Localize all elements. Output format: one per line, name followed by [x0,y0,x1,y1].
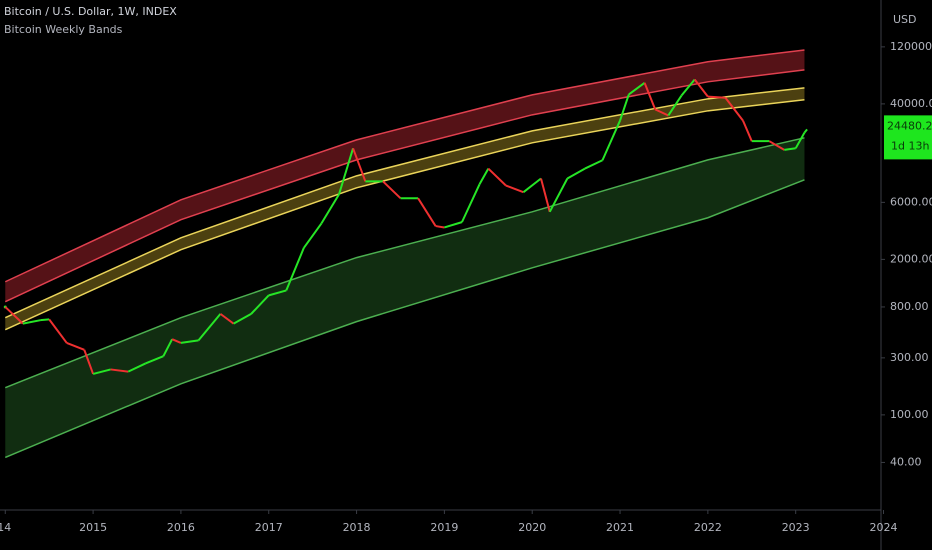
price-segment [92,368,111,375]
price-segment [162,338,174,357]
price-segment [110,368,129,373]
currency-label: USD [893,13,917,26]
x-tick-label: 2019 [430,521,458,534]
price-segment [505,184,524,194]
x-tick-label: 2023 [782,521,810,534]
price-segment [382,180,402,199]
price-segment [22,319,41,325]
price-segment [487,167,507,187]
band-fill [5,137,805,458]
band-lower-line [4,99,805,331]
price-segment [171,338,182,344]
symbol-title: Bitcoin / U.S. Dollar, 1W, INDEX [4,5,177,18]
price-segment [444,221,463,229]
x-tick-label: 14 [0,521,11,534]
x-tick-label: 2016 [167,521,195,534]
price-segment [180,339,199,344]
price-segment [48,318,68,344]
price-segment [628,82,646,96]
y-tick-label: 40.00 [890,455,922,468]
price-segment [435,225,445,229]
axes: 120000.00 40000.00 6000.00 2000.00 800.00 300… [0,40,932,534]
price-segment [680,78,696,97]
price-segment [66,341,85,351]
x-tick-label: 2017 [255,521,283,534]
band-upper-line [4,49,805,283]
price-segment [548,178,569,213]
y-tick-label: 100.00 [890,408,929,421]
price-segment [566,167,586,180]
y-tick-label: 40000.00 [890,97,932,110]
price-segment [540,178,551,213]
plot-area [3,49,808,459]
last-price-label: 24480.21 [887,119,932,132]
price-segment [601,120,621,161]
y-tick-label: 2000.00 [890,252,932,265]
y-tick-label: 6000.00 [890,195,932,208]
price-segment [233,313,252,325]
price-segment [219,313,235,325]
price-segment [584,159,603,170]
price-segment [794,132,806,149]
price-segment [803,128,808,134]
price-segment [83,349,95,375]
price-segment [742,120,753,142]
price-segment [285,247,305,291]
price-segment [320,193,340,224]
band-lower-line [4,69,805,303]
price-segment [197,313,222,342]
price-segment [461,183,481,223]
price-segment [338,148,355,195]
price-segment [522,177,542,193]
price-segment [643,82,657,110]
x-tick-label: 2021 [606,521,634,534]
y-tick-label: 300.00 [890,351,929,364]
x-tick-label: 2022 [694,521,722,534]
price-segment [478,168,490,185]
y-tick-label: 120000.00 [890,40,932,53]
band-lower-line [4,179,805,459]
indicator-name: Bitcoin Weekly Bands [4,23,123,36]
price-segment [145,355,164,365]
price-segment [654,108,669,117]
price-segment [303,222,323,249]
price-segment [724,97,744,122]
price-segment [250,294,270,315]
price-segment [619,94,630,121]
price-segment [417,197,437,227]
x-tick-label: 2020 [518,521,546,534]
band-upper-line [4,137,805,389]
price-segment [768,140,785,151]
price-segment [268,289,287,297]
price-segment [127,362,147,373]
x-tick-label: 2015 [79,521,107,534]
price-segment [707,95,726,99]
x-tick-label: 2024 [870,521,898,534]
x-tick-label: 2018 [343,521,371,534]
price-segment [4,306,24,325]
price-segment [693,78,709,98]
price-segment [784,147,796,151]
countdown-label: 1d 13h [891,139,929,152]
price-segment [352,147,367,182]
price-segment [667,94,683,117]
band-fill [5,49,805,302]
last-price-box [884,115,932,160]
price-segment [40,318,50,322]
y-tick-label: 800.00 [890,300,929,313]
